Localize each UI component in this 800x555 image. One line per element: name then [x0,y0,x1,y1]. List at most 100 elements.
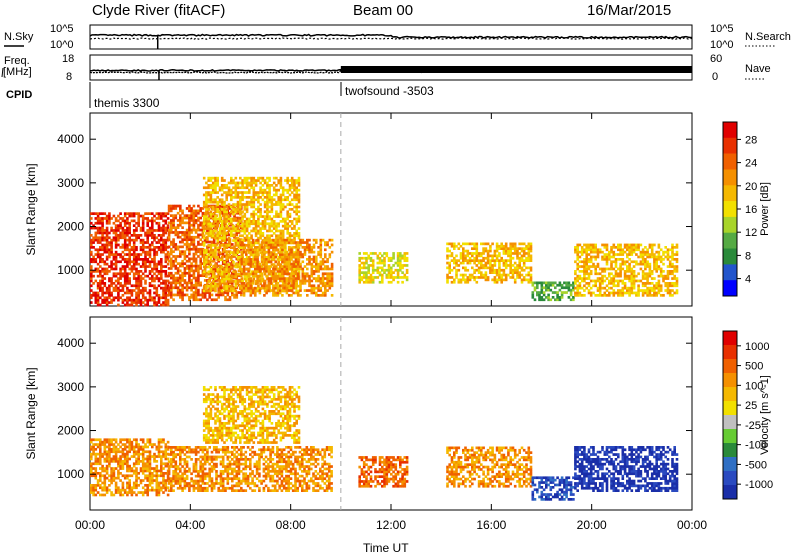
heatmap-cell [590,280,593,283]
heatmap-cell [97,251,100,254]
heatmap-cell [241,272,244,275]
heatmap-cell [498,276,501,279]
heatmap-cell [110,284,113,287]
heatmap-cell [498,245,501,248]
heatmap-cell [197,265,200,268]
heatmap-cell [241,251,244,254]
heatmap-cell [399,259,402,262]
heatmap-cell [299,294,302,297]
heatmap-cell [142,222,145,225]
heatmap-cell [195,212,198,215]
heatmap-cell [642,251,645,254]
heatmap-cell [149,263,152,266]
heatmap-cell [259,182,262,185]
heatmap-cell [615,275,618,278]
heatmap-cell [225,198,228,201]
heatmap-cell [119,227,122,230]
heatmap-cell [179,270,182,273]
heatmap-cell [106,441,109,444]
heatmap-cell [509,245,512,248]
heatmap-cell [160,217,163,220]
heatmap-cell [289,225,292,228]
heatmap-cell [374,269,377,272]
heatmap-cell [622,258,625,261]
heatmap-cell [219,282,222,285]
heatmap-cell [229,296,232,299]
heatmap-cell [617,294,620,297]
heatmap-cell [601,251,604,254]
heatmap-cell [212,270,215,273]
heatmap-cell [284,222,287,225]
heatmap-cell [583,280,586,283]
heatmap-cell [289,232,292,235]
heatmap-cell [286,198,289,201]
heatmap-cell [286,227,289,230]
heatmap-cell [653,287,656,290]
heatmap-cell [259,292,262,295]
heatmap-cell [541,298,544,301]
heatmap-cell [448,264,451,267]
heatmap-cell [151,217,154,220]
heatmap-cell [212,182,215,185]
heatmap-cell [272,284,275,287]
heatmap-cell [606,263,609,266]
heatmap-cell [268,210,271,213]
heatmap-cell [165,294,168,297]
heatmap-cell [99,467,102,470]
heatmap-cell [131,234,134,237]
heatmap-cell [288,253,291,256]
heatmap-cell [122,229,125,232]
heatmap-cell [244,208,247,211]
heatmap-cell [264,189,267,192]
heatmap-cell [250,248,253,251]
heatmap-cell [381,274,384,277]
heatmap-cell [99,258,102,261]
heatmap-cell [473,279,476,282]
heatmap-cell [669,282,672,285]
heatmap-cell [146,224,149,227]
heatmap-cell [225,246,228,249]
heatmap-cell [110,470,113,473]
heatmap-cell [487,267,490,270]
heatmap-cell [570,298,573,301]
heatmap-cell [615,265,618,268]
heatmap-cell [122,268,125,271]
heatmap-cell [653,284,656,287]
heatmap-cell [179,296,182,299]
heatmap-cell [122,258,125,261]
heatmap-cell [207,280,210,283]
heatmap-cell [536,284,539,287]
heatmap-cell [304,246,307,249]
heatmap-cell [649,256,652,259]
heatmap-cell [228,218,231,221]
heatmap-cell [264,206,267,209]
heatmap-cell [212,191,215,194]
heatmap-cell [190,236,193,239]
heatmap-cell [133,246,136,249]
heatmap-cell [95,455,98,458]
heatmap-cell [487,255,490,258]
heatmap-cell [676,251,679,254]
heatmap-cell [298,194,301,197]
heatmap-cell [514,267,517,270]
heatmap-cell [119,224,122,227]
heatmap-cell [228,278,231,281]
heatmap-cell [308,246,311,249]
heatmap-cell [494,252,497,255]
heatmap-cell [179,253,182,256]
heatmap-cell [280,184,283,187]
heatmap-cell [283,246,286,249]
heatmap-cell [329,239,332,242]
heatmap-cell [133,251,136,254]
heatmap-cell [628,258,631,261]
heatmap-cell [451,269,454,272]
heatmap-cell [601,270,604,273]
heatmap-cell [99,282,102,285]
heatmap-cell [271,203,274,206]
heatmap-cell [281,256,284,259]
heatmap-cell [530,243,533,246]
heatmap-cell [518,257,521,260]
heatmap-cell [106,467,109,470]
heatmap-cell [377,255,380,258]
